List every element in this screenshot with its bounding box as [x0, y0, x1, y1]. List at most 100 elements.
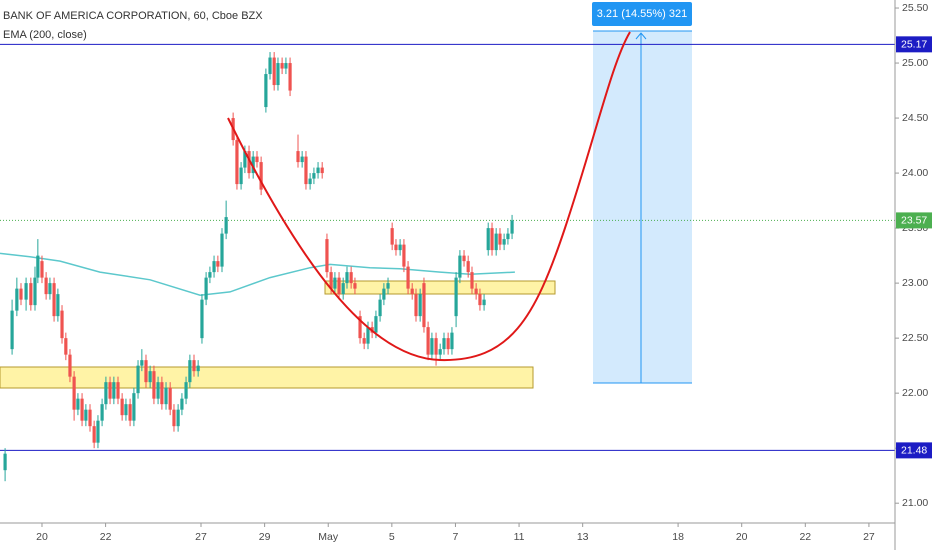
y-tick-label: 22.50	[902, 332, 928, 344]
candle-body	[337, 277, 341, 295]
x-tick-label: May	[318, 531, 339, 543]
candle-body	[60, 310, 64, 339]
candle-body	[224, 217, 228, 234]
y-tick-label: 23.00	[902, 277, 928, 289]
candle-body	[506, 233, 510, 240]
candle-body	[498, 233, 502, 245]
price-label-box	[896, 36, 932, 53]
y-tick-label: 21.00	[902, 497, 928, 509]
candle-body	[72, 376, 76, 410]
candle-body	[462, 255, 466, 262]
candle-body	[288, 63, 292, 91]
candle-body	[478, 294, 482, 306]
candle-body	[10, 310, 14, 350]
candle-body	[296, 151, 300, 163]
candle-body	[200, 299, 204, 339]
x-tick-label: 20	[36, 531, 48, 543]
y-tick-label: 24.00	[902, 167, 928, 179]
measure-box	[593, 31, 692, 383]
candle-body	[243, 151, 247, 168]
x-tick-label: 27	[863, 531, 875, 543]
y-tick-label: 22.00	[902, 387, 928, 399]
candle-body	[502, 239, 506, 245]
candle-body	[235, 140, 239, 185]
x-tick-label: 20	[736, 531, 748, 543]
candle-body	[212, 261, 216, 273]
measure-arrow-head	[635, 32, 647, 40]
x-tick-label: 13	[577, 531, 589, 543]
candle-body	[329, 272, 333, 289]
candle-body	[208, 272, 212, 278]
candle-body	[374, 316, 378, 333]
indicator-label: EMA (200, close)	[3, 29, 87, 41]
candle-body	[438, 349, 442, 355]
x-tick-label: 7	[453, 531, 459, 543]
candle-body	[426, 327, 430, 355]
candle-body	[398, 244, 402, 251]
x-tick-label: 22	[100, 531, 112, 543]
x-tick-label: 18	[672, 531, 684, 543]
candle-body	[255, 156, 259, 163]
candle-body	[104, 382, 108, 405]
candle-body	[316, 167, 320, 174]
candle-body	[52, 283, 56, 317]
candle-body	[345, 272, 349, 284]
price-label: 25.17	[901, 39, 927, 51]
candle-body	[430, 338, 434, 355]
x-tick-label: 29	[259, 531, 271, 543]
candle-body	[259, 162, 263, 190]
x-tick-label: 27	[195, 531, 207, 543]
candle-body	[486, 228, 490, 251]
candle-body	[390, 228, 394, 245]
ema-line	[0, 252, 515, 296]
candle-body	[112, 382, 116, 399]
axes: 21.0021.5022.0022.5023.0023.5024.0024.50…	[36, 2, 932, 543]
candle-body	[442, 338, 446, 350]
candle-body	[24, 283, 28, 300]
candle-body	[108, 382, 112, 399]
x-tick-label: 5	[389, 531, 395, 543]
candle-body	[76, 398, 80, 410]
candle-body	[84, 409, 88, 421]
candle-body	[280, 63, 284, 69]
candle-body	[366, 327, 370, 344]
candle-body	[140, 360, 144, 366]
cup-curve	[227, 31, 631, 362]
x-tick-label: 11	[514, 531, 525, 543]
candle-body	[494, 233, 498, 251]
candle-body	[251, 156, 255, 174]
candle-body	[284, 63, 288, 69]
candle-body	[48, 283, 52, 295]
candle-body	[100, 404, 104, 421]
measure-label-box	[592, 2, 692, 26]
candle-body	[148, 371, 152, 383]
candle-body	[358, 316, 362, 339]
candle-body	[482, 299, 486, 306]
candle-body	[128, 404, 132, 421]
candle-body	[168, 387, 172, 410]
candle-body	[132, 393, 136, 421]
candle-body	[272, 57, 276, 86]
candle-body	[64, 338, 68, 355]
candle-body	[172, 409, 176, 427]
y-tick-label: 25.50	[902, 2, 928, 14]
candle-body	[446, 338, 450, 350]
candle-body	[144, 360, 148, 383]
candle-body	[325, 239, 329, 273]
candle-body	[204, 277, 208, 300]
candle-body	[176, 409, 180, 427]
candle-body	[312, 173, 316, 179]
candle-body	[304, 156, 308, 185]
candle-body	[382, 288, 386, 300]
support-zone	[0, 366, 534, 389]
candle-body	[402, 244, 406, 267]
candle-body	[68, 354, 72, 377]
candle-body	[418, 294, 422, 317]
candle-body	[394, 244, 398, 251]
candle-body	[454, 277, 458, 317]
candle-body	[192, 360, 196, 372]
candle-body	[56, 294, 60, 317]
y-tick-label: 25.00	[902, 57, 928, 69]
